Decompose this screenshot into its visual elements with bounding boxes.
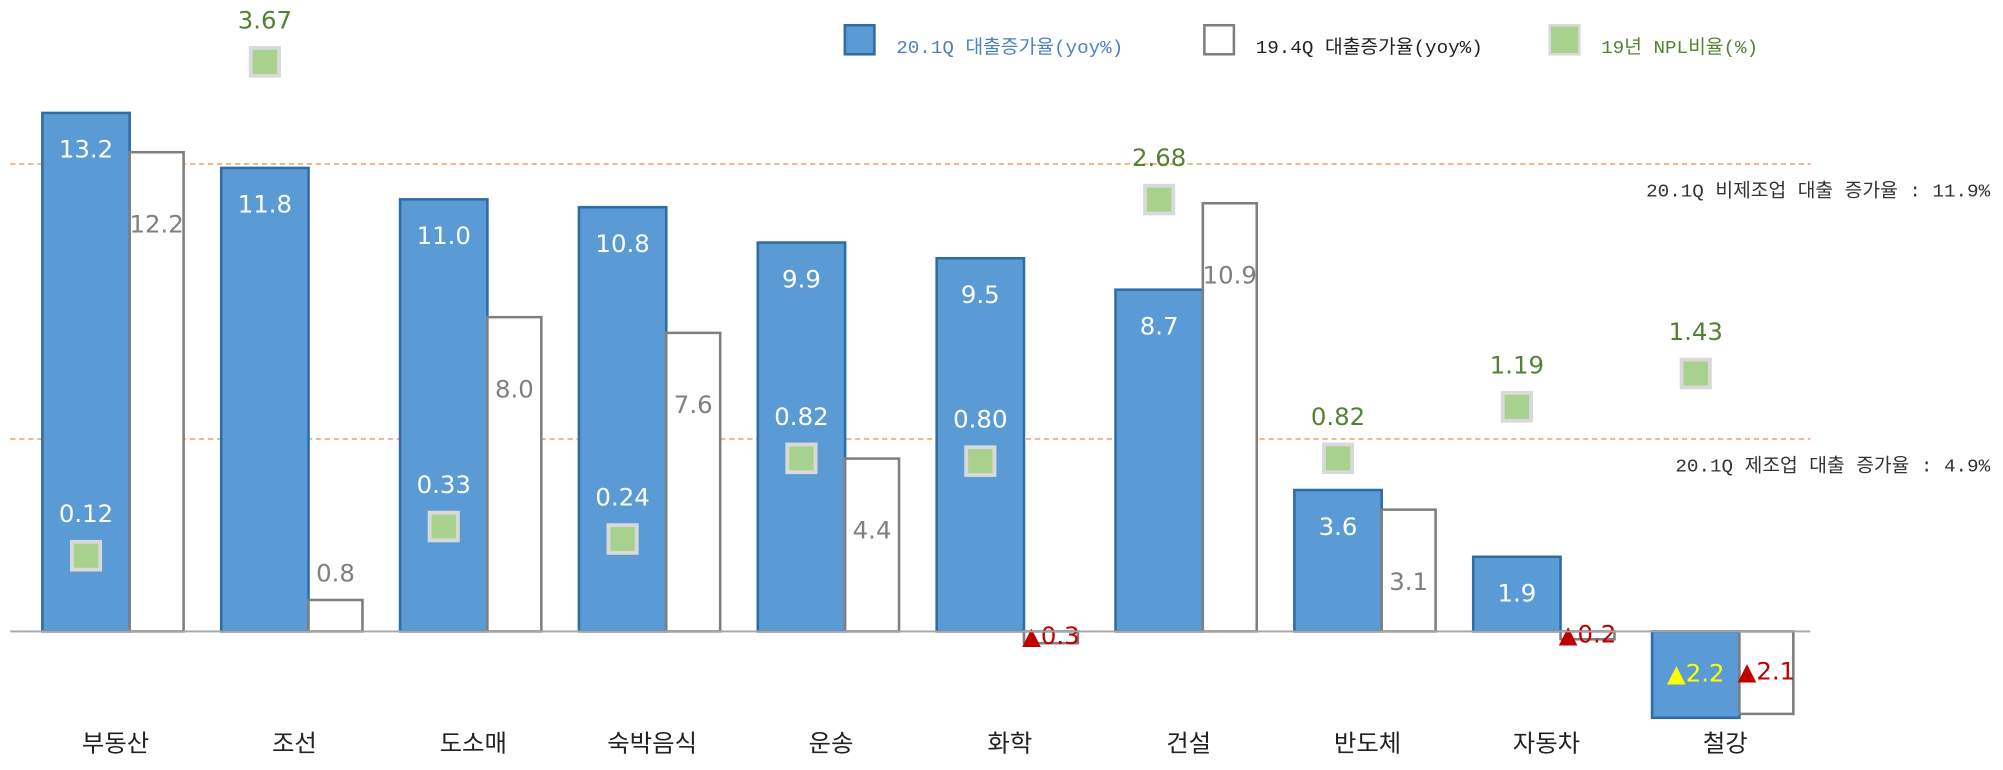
value-label: 0.82 (1311, 403, 1365, 431)
marker (69, 539, 103, 572)
legend-label: 19년 NPL비율(%) (1601, 36, 1758, 59)
value-label: 0.12 (59, 500, 113, 528)
value-label: 13.2 (59, 136, 113, 164)
x-tick-label: 부동산 (82, 730, 149, 758)
bar (219, 166, 310, 633)
x-tick-label: 철강 (1703, 730, 1748, 758)
marker (606, 523, 639, 555)
value-label: ▲0.2 (1559, 620, 1617, 648)
value-label: 3.6 (1319, 513, 1358, 541)
value-label: 12.2 (129, 211, 183, 239)
value-label: 0.24 (595, 484, 649, 512)
x-tick-label: 건설 (1166, 730, 1211, 758)
value-label: 8.7 (1140, 313, 1179, 341)
bar (307, 598, 364, 633)
bar (935, 256, 1026, 633)
reference-label: 20.1Q 제조업 대출 증가율 : 4.9% (1675, 455, 1990, 478)
legend-label: 20.1Q 대출증가율(yoy%) (896, 36, 1123, 59)
value-label: 1.9 (1497, 580, 1536, 608)
value-label: 0.80 (953, 406, 1007, 434)
value-label: 1.43 (1669, 318, 1723, 346)
x-tick-label: 자동차 (1513, 730, 1580, 758)
marker (964, 445, 997, 477)
marker (427, 510, 460, 543)
bar (486, 315, 543, 633)
x-tick-label: 반도체 (1334, 730, 1401, 758)
x-tick-label: 운송 (809, 730, 854, 758)
value-label: ▲0.3 (1022, 622, 1080, 650)
marker (248, 46, 281, 78)
legend-swatch (843, 23, 876, 56)
value-label: ▲2.1 (1738, 658, 1796, 686)
bar (577, 205, 668, 633)
bar (1293, 488, 1383, 633)
bar (1201, 201, 1259, 633)
bar (843, 457, 901, 633)
legend-swatch (1203, 23, 1236, 56)
bar (398, 198, 489, 633)
bar (664, 331, 722, 633)
x-tick-label: 화학 (987, 730, 1032, 758)
x-tick-label: 조선 (272, 730, 317, 758)
bar (1114, 288, 1205, 633)
value-label: 10.9 (1203, 262, 1257, 290)
legend-swatch (1548, 23, 1581, 56)
value-label: 0.33 (417, 471, 471, 499)
value-label: 11.0 (417, 222, 471, 250)
value-label: 3.67 (238, 7, 292, 35)
marker (1143, 183, 1176, 216)
value-label: 9.5 (961, 281, 1000, 309)
value-label: 11.8 (238, 191, 292, 219)
value-label: ▲2.2 (1667, 660, 1725, 688)
bar (1738, 630, 1795, 716)
value-label: 7.6 (674, 391, 713, 419)
value-label: 3.1 (1389, 568, 1428, 596)
reference-label: 20.1Q 비제조업 대출 증가율 : 11.9% (1646, 180, 1991, 203)
x-tick-label: 도소매 (440, 730, 507, 758)
value-label: 2.68 (1132, 144, 1186, 172)
x-tick-label: 숙박음식 (607, 730, 697, 758)
legend-label: 19.4Q 대출증가율(yoy%) (1256, 36, 1483, 59)
marker (1500, 391, 1533, 423)
marker (1679, 357, 1712, 390)
value-label: 0.8 (316, 560, 355, 588)
value-label: 1.19 (1490, 352, 1544, 380)
bar (756, 241, 847, 633)
marker (785, 442, 818, 475)
value-label: 8.0 (495, 376, 534, 404)
value-label: 9.9 (782, 266, 821, 294)
marker (1321, 442, 1355, 475)
value-label: 4.4 (853, 517, 892, 545)
value-label: 0.82 (774, 403, 828, 431)
value-label: 10.8 (595, 230, 649, 258)
